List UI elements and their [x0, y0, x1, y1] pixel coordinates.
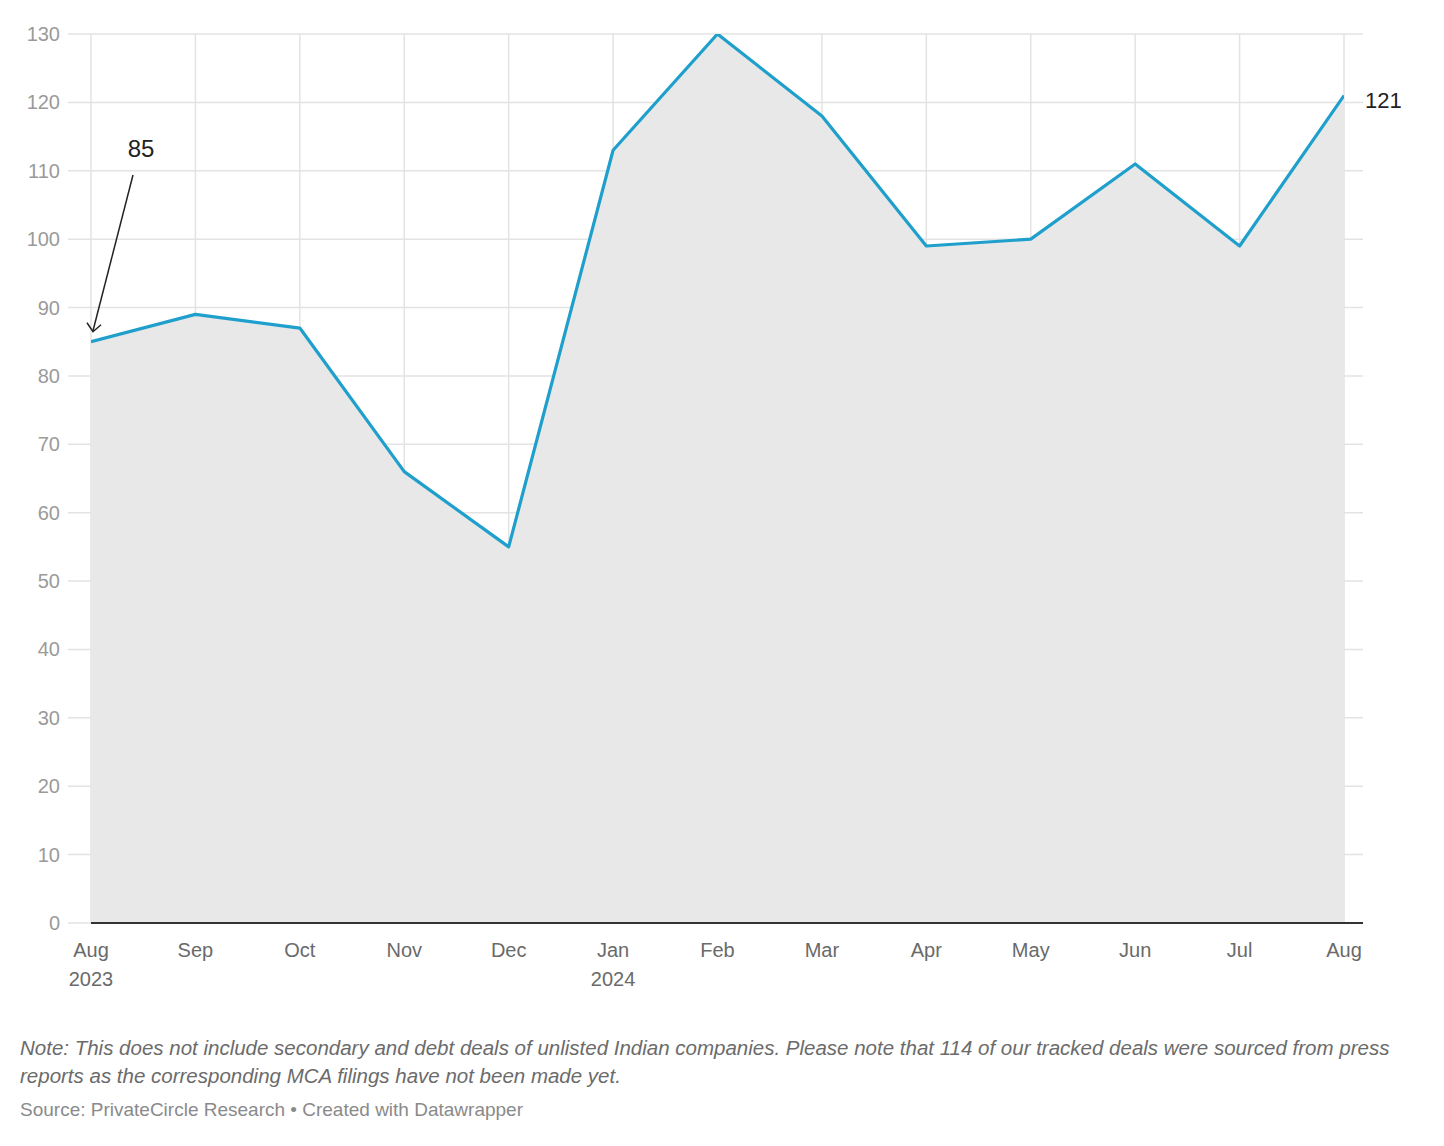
x-tick-label: Dec — [491, 939, 527, 961]
x-tick-label-line: May — [1012, 939, 1050, 961]
x-tick-label-line: Nov — [386, 939, 422, 961]
x-tick-label-line: Apr — [911, 939, 942, 961]
x-tick-label: Oct — [284, 939, 316, 961]
y-tick-label: 60 — [38, 502, 60, 524]
y-tick-label: 80 — [38, 365, 60, 387]
x-tick-label-line: 2024 — [591, 968, 636, 990]
y-tick-label: 130 — [27, 23, 60, 45]
y-tick-label: 0 — [49, 912, 60, 934]
y-tick-label: 70 — [38, 433, 60, 455]
x-tick-label-line: Aug — [1326, 939, 1362, 961]
x-tick-label-line: 2023 — [69, 968, 114, 990]
x-tick-label-line: Oct — [284, 939, 316, 961]
x-tick-label: Feb — [700, 939, 734, 961]
y-tick-label: 120 — [27, 91, 60, 113]
x-tick-label-line: Sep — [178, 939, 214, 961]
y-tick-label: 30 — [38, 707, 60, 729]
annotation-arrow — [93, 175, 133, 331]
y-tick-label: 110 — [28, 160, 60, 182]
x-tick-label: Sep — [178, 939, 214, 961]
x-tick-label: Apr — [911, 939, 942, 961]
y-tick-label: 40 — [38, 638, 60, 660]
x-tick-label: Aug 2023 — [69, 939, 114, 990]
x-tick-label-line: Mar — [805, 939, 840, 961]
x-axis-line — [91, 922, 1363, 924]
note: Note: This does not include secondary an… — [20, 1034, 1420, 1090]
x-tick-label: Nov — [386, 939, 422, 961]
y-tick-label: 100 — [27, 228, 60, 250]
x-tick-label: Mar — [805, 939, 840, 961]
line — [91, 34, 1344, 547]
area — [91, 34, 1344, 923]
y-tick-label: 10 — [38, 844, 60, 866]
y-tick-label: 90 — [38, 297, 60, 319]
x-tick-label: Jul — [1227, 939, 1253, 961]
x-tick-label-line: Feb — [700, 939, 734, 961]
chart: 0 10 20 30 40 50 60 70 80 90 100 110 120 130 Aug 2023 Se… — [0, 0, 1444, 1030]
x-tick-label: Jan 2024 — [591, 939, 636, 990]
y-grid-line — [68, 922, 1363, 924]
annotation: 85 — [128, 135, 155, 162]
annotation-arrowhead — [87, 323, 101, 332]
x-tick-label-line: Jul — [1227, 939, 1253, 961]
y-tick-label: 20 — [38, 775, 60, 797]
x-tick-label-line: Jan — [597, 939, 629, 961]
x-tick-label: Jun — [1119, 939, 1151, 961]
source: Source: PrivateCircle Research • Created… — [20, 1099, 523, 1121]
plot-area — [91, 34, 1344, 923]
x-tick-label: Aug — [1326, 939, 1362, 961]
x-tick-label-line: Aug — [73, 939, 109, 961]
annotation: 121 — [1365, 88, 1402, 113]
y-tick-label: 50 — [38, 570, 60, 592]
x-tick-label-line: Jun — [1119, 939, 1151, 961]
x-tick-label: May — [1012, 939, 1050, 961]
x-tick-label-line: Dec — [491, 939, 527, 961]
